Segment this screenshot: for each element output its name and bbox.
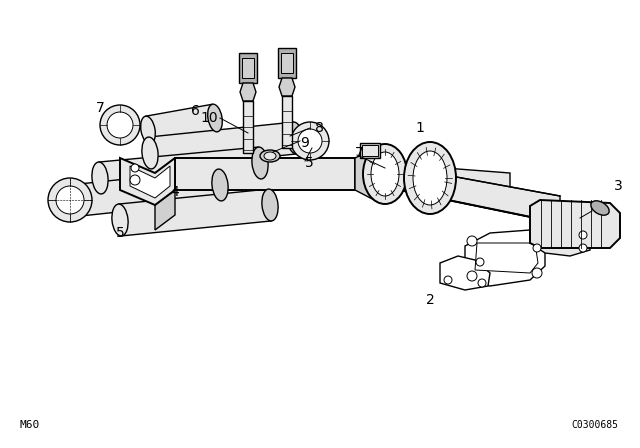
Ellipse shape <box>579 231 587 239</box>
Text: 9: 9 <box>300 136 309 150</box>
Polygon shape <box>155 158 175 205</box>
Polygon shape <box>120 158 175 205</box>
Text: 5: 5 <box>116 226 124 240</box>
Polygon shape <box>118 189 271 236</box>
Ellipse shape <box>363 144 407 204</box>
Polygon shape <box>78 169 221 216</box>
Polygon shape <box>279 78 295 96</box>
Ellipse shape <box>112 204 128 236</box>
Ellipse shape <box>141 116 156 144</box>
Ellipse shape <box>252 147 268 179</box>
Text: 4: 4 <box>171 185 179 199</box>
Bar <box>281 53 293 73</box>
Polygon shape <box>530 200 620 248</box>
Ellipse shape <box>48 178 92 222</box>
Ellipse shape <box>100 105 140 145</box>
Polygon shape <box>380 186 565 223</box>
Ellipse shape <box>533 244 541 252</box>
Ellipse shape <box>208 104 222 132</box>
Text: 2: 2 <box>426 293 435 307</box>
Ellipse shape <box>131 164 139 172</box>
Text: 7: 7 <box>95 101 104 115</box>
Text: M60: M60 <box>20 420 40 430</box>
Ellipse shape <box>262 189 278 221</box>
Ellipse shape <box>92 162 108 194</box>
Ellipse shape <box>413 151 447 205</box>
Ellipse shape <box>532 268 542 278</box>
Polygon shape <box>355 146 380 203</box>
Polygon shape <box>148 122 297 169</box>
Polygon shape <box>99 147 262 194</box>
Bar <box>362 145 378 156</box>
Polygon shape <box>240 83 256 101</box>
Ellipse shape <box>260 150 280 162</box>
Text: C0300685: C0300685 <box>571 420 618 430</box>
Ellipse shape <box>212 169 228 201</box>
Bar <box>360 143 380 158</box>
Polygon shape <box>465 230 545 286</box>
Polygon shape <box>155 173 175 230</box>
Ellipse shape <box>591 201 609 215</box>
Polygon shape <box>145 104 218 144</box>
Ellipse shape <box>107 112 133 138</box>
Ellipse shape <box>56 186 84 214</box>
Bar <box>278 48 296 78</box>
Text: 7: 7 <box>355 146 364 160</box>
Bar <box>242 58 254 78</box>
Polygon shape <box>380 163 560 223</box>
Ellipse shape <box>142 137 158 169</box>
Bar <box>282 96 292 148</box>
Ellipse shape <box>130 175 140 185</box>
Polygon shape <box>355 163 510 198</box>
Ellipse shape <box>287 122 303 154</box>
Ellipse shape <box>444 276 452 284</box>
Ellipse shape <box>264 152 276 160</box>
Ellipse shape <box>404 142 456 214</box>
Bar <box>239 53 257 83</box>
Text: 8: 8 <box>315 121 324 135</box>
Polygon shape <box>130 166 170 198</box>
Ellipse shape <box>298 129 322 153</box>
Text: 6: 6 <box>191 104 200 118</box>
Bar <box>243 101 253 153</box>
Ellipse shape <box>579 244 587 252</box>
Ellipse shape <box>467 271 477 281</box>
Ellipse shape <box>467 236 477 246</box>
Polygon shape <box>530 228 590 256</box>
Ellipse shape <box>476 258 484 266</box>
Ellipse shape <box>291 122 329 160</box>
Ellipse shape <box>478 279 486 287</box>
Polygon shape <box>175 158 355 190</box>
Text: 1: 1 <box>415 121 424 135</box>
Text: 5: 5 <box>305 156 314 170</box>
Polygon shape <box>475 243 538 273</box>
Ellipse shape <box>72 184 88 216</box>
Ellipse shape <box>371 152 399 196</box>
Ellipse shape <box>532 233 542 243</box>
Text: 3: 3 <box>614 179 622 193</box>
Text: 10: 10 <box>200 111 218 125</box>
Polygon shape <box>440 256 490 290</box>
